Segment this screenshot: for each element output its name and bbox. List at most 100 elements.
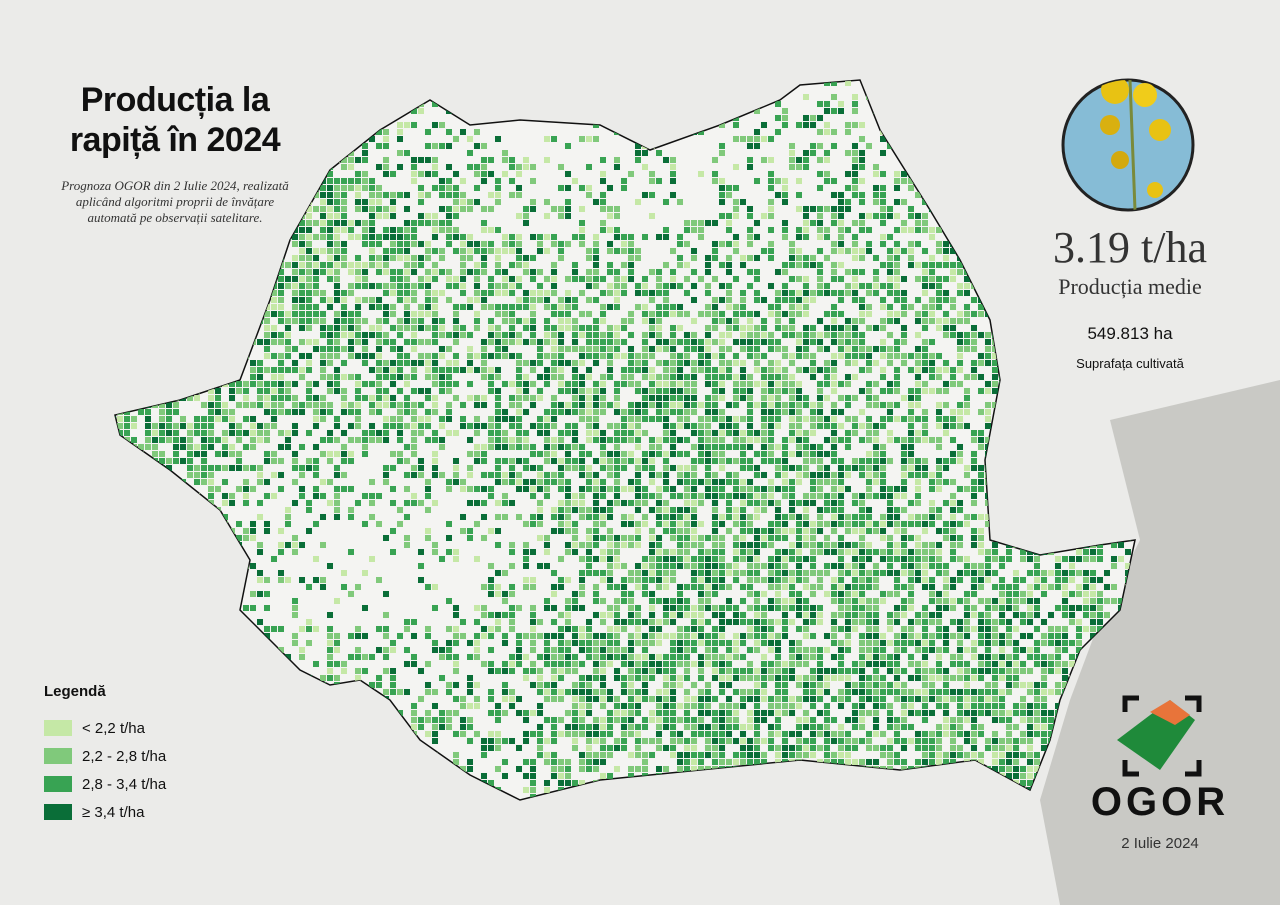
crop-pixel	[600, 171, 606, 177]
crop-pixel	[376, 241, 382, 247]
crop-pixel	[432, 171, 438, 177]
crop-pixel	[712, 444, 718, 450]
crop-pixel	[285, 227, 291, 233]
crop-pixel	[558, 640, 564, 646]
crop-pixel	[369, 227, 375, 233]
crop-pixel	[278, 332, 284, 338]
crop-pixel	[278, 276, 284, 282]
crop-pixel	[124, 304, 130, 310]
crop-pixel	[222, 451, 228, 457]
crop-pixel	[243, 710, 249, 716]
crop-pixel	[509, 563, 515, 569]
crop-pixel	[607, 605, 613, 611]
crop-pixel	[705, 381, 711, 387]
crop-pixel	[390, 304, 396, 310]
crop-pixel	[663, 787, 669, 793]
crop-pixel	[586, 787, 592, 793]
crop-pixel	[390, 640, 396, 646]
crop-pixel	[488, 290, 494, 296]
crop-pixel	[215, 283, 221, 289]
crop-pixel	[656, 402, 662, 408]
crop-pixel	[614, 640, 620, 646]
crop-pixel	[502, 458, 508, 464]
crop-pixel	[453, 668, 459, 674]
crop-pixel	[691, 248, 697, 254]
crop-pixel	[656, 346, 662, 352]
crop-pixel	[236, 556, 242, 562]
crop-pixel	[656, 661, 662, 667]
crop-pixel	[684, 780, 690, 786]
crop-pixel	[334, 367, 340, 373]
crop-pixel	[460, 325, 466, 331]
crop-pixel	[236, 367, 242, 373]
crop-pixel	[558, 766, 564, 772]
crop-pixel	[131, 486, 137, 492]
crop-pixel	[369, 556, 375, 562]
crop-pixel	[495, 472, 501, 478]
crop-pixel	[348, 220, 354, 226]
crop-pixel	[579, 94, 585, 100]
crop-pixel	[166, 416, 172, 422]
crop-pixel	[635, 388, 641, 394]
crop-pixel	[544, 332, 550, 338]
crop-pixel	[418, 549, 424, 555]
crop-pixel	[152, 591, 158, 597]
crop-pixel	[691, 423, 697, 429]
crop-pixel	[719, 612, 725, 618]
crop-pixel	[600, 514, 606, 520]
crop-pixel	[705, 787, 711, 793]
crop-pixel	[691, 640, 697, 646]
crop-pixel	[453, 640, 459, 646]
crop-pixel	[663, 430, 669, 436]
crop-pixel	[201, 612, 207, 618]
crop-pixel	[124, 332, 130, 338]
crop-pixel	[663, 703, 669, 709]
crop-pixel	[341, 311, 347, 317]
crop-pixel	[684, 535, 690, 541]
crop-pixel	[516, 241, 522, 247]
crop-pixel	[327, 479, 333, 485]
crop-pixel	[229, 731, 235, 737]
crop-pixel	[726, 185, 732, 191]
crop-pixel	[166, 486, 172, 492]
crop-pixel	[649, 178, 655, 184]
crop-pixel	[677, 703, 683, 709]
crop-pixel	[691, 738, 697, 744]
crop-pixel	[628, 773, 634, 779]
crop-pixel	[628, 605, 634, 611]
crop-pixel	[467, 724, 473, 730]
crop-pixel	[586, 479, 592, 485]
crop-pixel	[173, 612, 179, 618]
crop-pixel	[495, 437, 501, 443]
crop-pixel	[712, 255, 718, 261]
crop-pixel	[313, 276, 319, 282]
crop-pixel	[341, 227, 347, 233]
crop-pixel	[194, 311, 200, 317]
crop-pixel	[621, 535, 627, 541]
crop-pixel	[313, 395, 319, 401]
crop-pixel	[516, 423, 522, 429]
crop-pixel	[481, 605, 487, 611]
crop-pixel	[115, 640, 116, 646]
crop-pixel	[229, 773, 235, 779]
crop-pixel	[488, 318, 494, 324]
crop-pixel	[502, 171, 508, 177]
crop-pixel	[544, 486, 550, 492]
crop-pixel	[180, 514, 186, 520]
crop-pixel	[264, 437, 270, 443]
crop-pixel	[383, 171, 389, 177]
crop-pixel	[579, 325, 585, 331]
crop-pixel	[516, 388, 522, 394]
crop-pixel	[488, 192, 494, 198]
crop-pixel	[348, 724, 354, 730]
crop-pixel	[537, 479, 543, 485]
crop-pixel	[607, 423, 613, 429]
crop-pixel	[635, 689, 641, 695]
crop-pixel	[236, 689, 242, 695]
crop-pixel	[614, 598, 620, 604]
crop-pixel	[215, 332, 221, 338]
crop-pixel	[362, 451, 368, 457]
crop-pixel	[558, 248, 564, 254]
crop-pixel	[383, 612, 389, 618]
crop-pixel	[649, 563, 655, 569]
